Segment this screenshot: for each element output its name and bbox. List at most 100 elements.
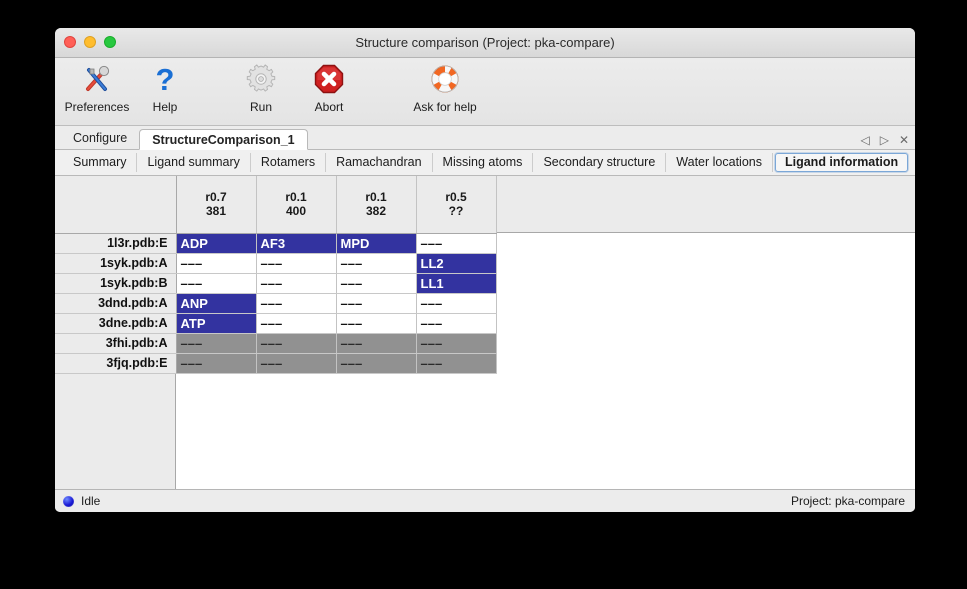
- table-row[interactable]: 1syk.pdb:B ––– ––– ––– LL1: [55, 273, 497, 294]
- toolbar-button-help[interactable]: ? Help: [131, 58, 199, 122]
- column-header-3-line1: r0.5: [445, 190, 467, 205]
- table-cell[interactable]: –––: [176, 253, 257, 274]
- project-tab-close-icon[interactable]: ✕: [898, 133, 909, 147]
- toolbar-label-run: Run: [249, 100, 272, 114]
- table-cell[interactable]: –––: [336, 353, 417, 374]
- toolbar-label-preferences: Preferences: [64, 100, 130, 114]
- tools-icon: [81, 62, 113, 96]
- column-header-0-line2: 381: [205, 204, 227, 219]
- project-tab-structurecomparison-1[interactable]: StructureComparison_1: [139, 129, 308, 150]
- status-state-group: Idle: [63, 494, 100, 508]
- project-tab-nav: ◁ ▷ ✕: [860, 134, 909, 146]
- table-row[interactable]: 3dnd.pdb:A ANP ––– ––– –––: [55, 293, 497, 314]
- table-cell[interactable]: AF3: [256, 233, 337, 254]
- table-cell[interactable]: LL2: [416, 253, 497, 274]
- minimize-window-button[interactable]: [84, 36, 96, 48]
- tab-ramachandran[interactable]: Ramachandran: [326, 153, 433, 172]
- table-cell[interactable]: –––: [336, 253, 417, 274]
- table-cell[interactable]: ATP: [176, 313, 257, 334]
- toolbar-button-ask-for-help[interactable]: Ask for help: [397, 58, 493, 122]
- table-cell[interactable]: –––: [336, 313, 417, 334]
- table-cell[interactable]: –––: [256, 293, 337, 314]
- toolbar-button-preferences[interactable]: Preferences: [63, 58, 131, 122]
- status-state-label: Idle: [81, 494, 101, 508]
- table-cell[interactable]: –––: [176, 273, 257, 294]
- tab-ligand-summary[interactable]: Ligand summary: [137, 153, 251, 172]
- result-tab-bar: Summary Ligand summary Rotamers Ramachan…: [55, 150, 915, 176]
- application-window: Structure comparison (Project: pka-compa…: [55, 28, 915, 512]
- toolbar-button-abort[interactable]: Abort: [295, 58, 363, 122]
- tab-secondary-structure[interactable]: Secondary structure: [533, 153, 667, 172]
- table-row[interactable]: 1l3r.pdb:E ADP AF3 MPD –––: [55, 233, 497, 254]
- table-cell[interactable]: –––: [416, 233, 497, 254]
- table-cell[interactable]: –––: [256, 253, 337, 274]
- table-cell[interactable]: –––: [336, 273, 417, 294]
- row-header-label[interactable]: 3dne.pdb:A: [55, 313, 177, 334]
- status-dot-icon: [63, 495, 74, 507]
- table-row[interactable]: 3fjq.pdb:E ––– ––– ––– –––: [55, 353, 497, 374]
- table-cell[interactable]: –––: [416, 333, 497, 354]
- table-cell[interactable]: –––: [416, 313, 497, 334]
- tab-summary[interactable]: Summary: [63, 153, 138, 172]
- table-cell[interactable]: –––: [416, 293, 497, 314]
- column-header-3[interactable]: r0.5 ??: [416, 176, 497, 234]
- toolbar-label-help: Help: [152, 100, 178, 114]
- row-header-label[interactable]: 3fhi.pdb:A: [55, 333, 177, 354]
- life-ring-icon: [429, 62, 461, 96]
- toolbar-label-ask-for-help: Ask for help: [413, 100, 477, 114]
- table-cell[interactable]: –––: [256, 333, 337, 354]
- table-cell[interactable]: –––: [336, 333, 417, 354]
- column-header-2-line2: 382: [365, 204, 387, 219]
- project-tab-configure[interactable]: Configure: [73, 131, 128, 145]
- column-header-2-line1: r0.1: [365, 190, 387, 205]
- gear-icon: [245, 62, 277, 96]
- status-project-label: Project: pka-compare: [790, 494, 905, 508]
- project-tab-next-icon[interactable]: ▷: [879, 133, 889, 147]
- window-title: Structure comparison (Project: pka-compa…: [355, 35, 615, 50]
- table-cell[interactable]: MPD: [336, 233, 417, 254]
- tab-water-locations[interactable]: Water locations: [666, 153, 773, 172]
- status-bar: Idle Project: pka-compare: [55, 489, 915, 512]
- column-header-0-line1: r0.7: [205, 190, 227, 205]
- stop-x-icon: [313, 62, 345, 96]
- table-cell[interactable]: –––: [416, 353, 497, 374]
- project-tab-prev-icon[interactable]: ◁: [860, 133, 870, 147]
- table-row[interactable]: 3dne.pdb:A ATP ––– ––– –––: [55, 313, 497, 334]
- table-cell[interactable]: ANP: [176, 293, 257, 314]
- table-cell[interactable]: LL1: [416, 273, 497, 294]
- column-header-1-line2: 400: [285, 204, 307, 219]
- table-corner-cell: [55, 176, 177, 234]
- column-header-1[interactable]: r0.1 400: [256, 176, 337, 234]
- toolbar: Preferences ? Help Run: [55, 58, 915, 126]
- ligand-information-table-panel: r0.7 381 r0.1 400 r0.1 382 r0.5 ??: [55, 176, 915, 489]
- tab-missing-atoms[interactable]: Missing atoms: [433, 153, 534, 172]
- row-header-label[interactable]: 1syk.pdb:A: [55, 253, 177, 274]
- column-header-0[interactable]: r0.7 381: [176, 176, 257, 234]
- tab-b-factors[interactable]: B-factors: [910, 153, 915, 172]
- row-header-label[interactable]: 1syk.pdb:B: [55, 273, 177, 294]
- table-cell[interactable]: –––: [256, 313, 337, 334]
- column-header-3-line2: ??: [448, 204, 464, 219]
- tab-ligand-information[interactable]: Ligand information: [774, 153, 909, 172]
- row-header-label[interactable]: 3fjq.pdb:E: [55, 353, 177, 374]
- table-cell[interactable]: –––: [336, 293, 417, 314]
- column-header-2[interactable]: r0.1 382: [336, 176, 417, 234]
- tab-rotamers[interactable]: Rotamers: [251, 153, 327, 172]
- table-cell[interactable]: –––: [256, 273, 337, 294]
- title-bar: Structure comparison (Project: pka-compa…: [55, 28, 915, 58]
- toolbar-button-run[interactable]: Run: [227, 58, 295, 122]
- table-row[interactable]: 1syk.pdb:A ––– ––– ––– LL2: [55, 253, 497, 274]
- table-cell[interactable]: –––: [176, 333, 257, 354]
- row-header-label[interactable]: 1l3r.pdb:E: [55, 233, 177, 254]
- table-cell[interactable]: –––: [256, 353, 337, 374]
- row-header-label[interactable]: 3dnd.pdb:A: [55, 293, 177, 314]
- ligand-information-table: r0.7 381 r0.1 400 r0.1 382 r0.5 ??: [55, 176, 497, 374]
- toolbar-label-abort: Abort: [314, 100, 344, 114]
- question-mark-icon: ?: [149, 62, 181, 96]
- table-row[interactable]: 3fhi.pdb:A ––– ––– ––– –––: [55, 333, 497, 354]
- maximize-window-button[interactable]: [104, 36, 116, 48]
- close-window-button[interactable]: [64, 36, 76, 48]
- svg-text:?: ?: [156, 63, 175, 95]
- table-cell[interactable]: ADP: [176, 233, 257, 254]
- table-cell[interactable]: –––: [176, 353, 257, 374]
